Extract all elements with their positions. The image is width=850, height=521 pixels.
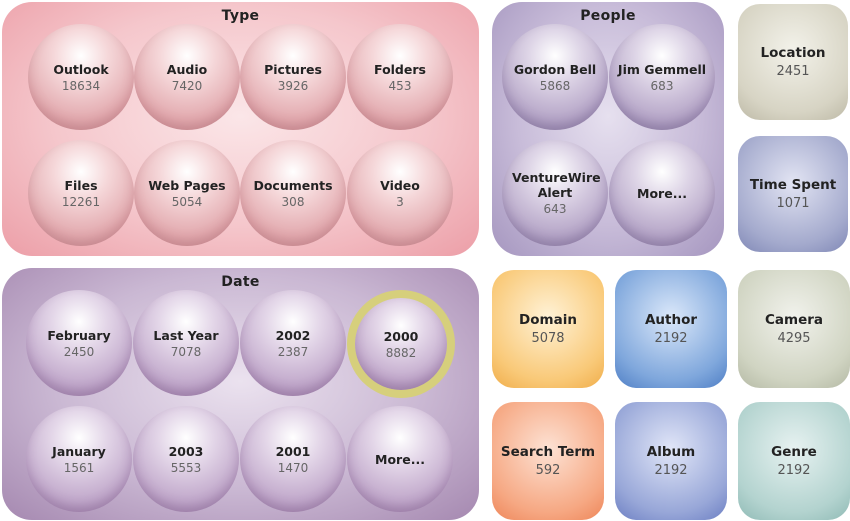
item-label: January [52, 443, 106, 459]
item-count: 7078 [170, 344, 202, 359]
item-count: 2387 [277, 344, 309, 359]
type-item-pictures[interactable]: Pictures 3926 [240, 24, 346, 130]
item-count: 7420 [171, 78, 203, 93]
tile-count: 1071 [776, 196, 810, 211]
tile-count: 2192 [777, 463, 811, 478]
people-item-gordon-bell[interactable]: Gordon Bell 5868 [502, 24, 608, 130]
item-count: 5054 [171, 194, 203, 209]
date-item-february[interactable]: February 2450 [26, 290, 132, 396]
type-item-audio[interactable]: Audio 7420 [134, 24, 240, 130]
tile-count: 5078 [531, 331, 565, 346]
people-facet-panel: People Gordon Bell 5868 Jim Gemmell 683 … [492, 2, 724, 256]
item-count: 5868 [539, 78, 571, 93]
date-item-2002[interactable]: 2002 2387 [240, 290, 346, 396]
item-label: Audio [166, 61, 208, 77]
domain-facet-tile[interactable]: Domain 5078 [492, 270, 604, 388]
item-label: 2003 [168, 443, 204, 459]
tile-label: Search Term [500, 444, 596, 460]
item-label: February [47, 327, 111, 343]
item-label: Pictures [264, 61, 322, 77]
item-label: Outlook [53, 61, 109, 77]
item-count: 1561 [63, 460, 95, 475]
item-count: 308 [281, 194, 305, 209]
item-label: More... [637, 185, 687, 201]
item-count: 3 [396, 194, 404, 209]
genre-facet-tile[interactable]: Genre 2192 [738, 402, 850, 520]
type-item-video[interactable]: Video 3 [347, 140, 453, 246]
tile-count: 4295 [777, 331, 811, 346]
search-term-facet-tile[interactable]: Search Term 592 [492, 402, 604, 520]
item-count: 18634 [61, 78, 101, 93]
item-count: 5553 [170, 460, 202, 475]
author-facet-tile[interactable]: Author 2192 [615, 270, 727, 388]
tile-label: Location [760, 45, 826, 61]
date-item-last-year[interactable]: Last Year 7078 [133, 290, 239, 396]
album-facet-tile[interactable]: Album 2192 [615, 402, 727, 520]
item-label: Video [380, 177, 420, 193]
type-item-outlook[interactable]: Outlook 18634 [28, 24, 134, 130]
date-item-2003[interactable]: 2003 5553 [133, 406, 239, 512]
people-facet-title: People [580, 8, 636, 24]
item-label: VentureWire Alert [512, 170, 601, 200]
tile-label: Genre [771, 444, 817, 460]
item-count: 8882 [385, 345, 417, 360]
tile-count: 592 [535, 463, 561, 478]
item-count: 2450 [63, 344, 95, 359]
item-label: 2002 [275, 327, 311, 343]
type-facet-title: Type [221, 8, 260, 24]
item-count: 3926 [277, 78, 309, 93]
item-label: 2000 [383, 328, 419, 344]
type-item-folders[interactable]: Folders 453 [347, 24, 453, 130]
tile-label: Author [644, 312, 698, 328]
item-label: Web Pages [148, 177, 226, 193]
item-label: More... [375, 451, 425, 467]
date-more-button[interactable]: More... [347, 406, 453, 512]
type-facet-panel: Type Outlook 18634 Audio 7420 Pictures 3… [2, 2, 479, 256]
date-facet-panel: Date February 2450 Last Year 7078 2002 2… [2, 268, 479, 520]
camera-facet-tile[interactable]: Camera 4295 [738, 270, 850, 388]
people-item-jim-gemmell[interactable]: Jim Gemmell 683 [609, 24, 715, 130]
item-count: 643 [543, 202, 567, 216]
item-count: 453 [388, 78, 412, 93]
type-item-files[interactable]: Files 12261 [28, 140, 134, 246]
tile-count: 2192 [654, 463, 688, 478]
tile-count: 2192 [654, 331, 688, 346]
item-label: Documents [253, 177, 333, 193]
item-count: 1470 [277, 460, 309, 475]
item-count: 12261 [61, 194, 101, 209]
tile-label: Album [646, 444, 696, 460]
tile-label: Camera [764, 312, 823, 328]
tile-count: 2451 [776, 64, 810, 79]
people-more-button[interactable]: More... [609, 140, 715, 246]
type-item-web-pages[interactable]: Web Pages 5054 [134, 140, 240, 246]
date-facet-title: Date [221, 274, 260, 290]
item-label: Gordon Bell [513, 61, 597, 77]
item-label: Jim Gemmell [617, 61, 707, 77]
item-label: Last Year [153, 327, 219, 343]
date-item-january[interactable]: January 1561 [26, 406, 132, 512]
tile-label: Time Spent [749, 177, 837, 193]
item-label: 2001 [275, 443, 311, 459]
item-label: Folders [374, 61, 426, 77]
type-item-documents[interactable]: Documents 308 [240, 140, 346, 246]
date-item-2000-selected[interactable]: 2000 8882 [347, 290, 455, 398]
tile-label: Domain [519, 312, 577, 328]
time-spent-facet-tile[interactable]: Time Spent 1071 [738, 136, 848, 252]
item-count: 683 [650, 78, 674, 93]
date-item-2001[interactable]: 2001 1470 [240, 406, 346, 512]
item-label: Files [64, 177, 98, 193]
location-facet-tile[interactable]: Location 2451 [738, 4, 848, 120]
people-item-venturewire-alert[interactable]: VentureWire Alert 643 [502, 140, 608, 246]
